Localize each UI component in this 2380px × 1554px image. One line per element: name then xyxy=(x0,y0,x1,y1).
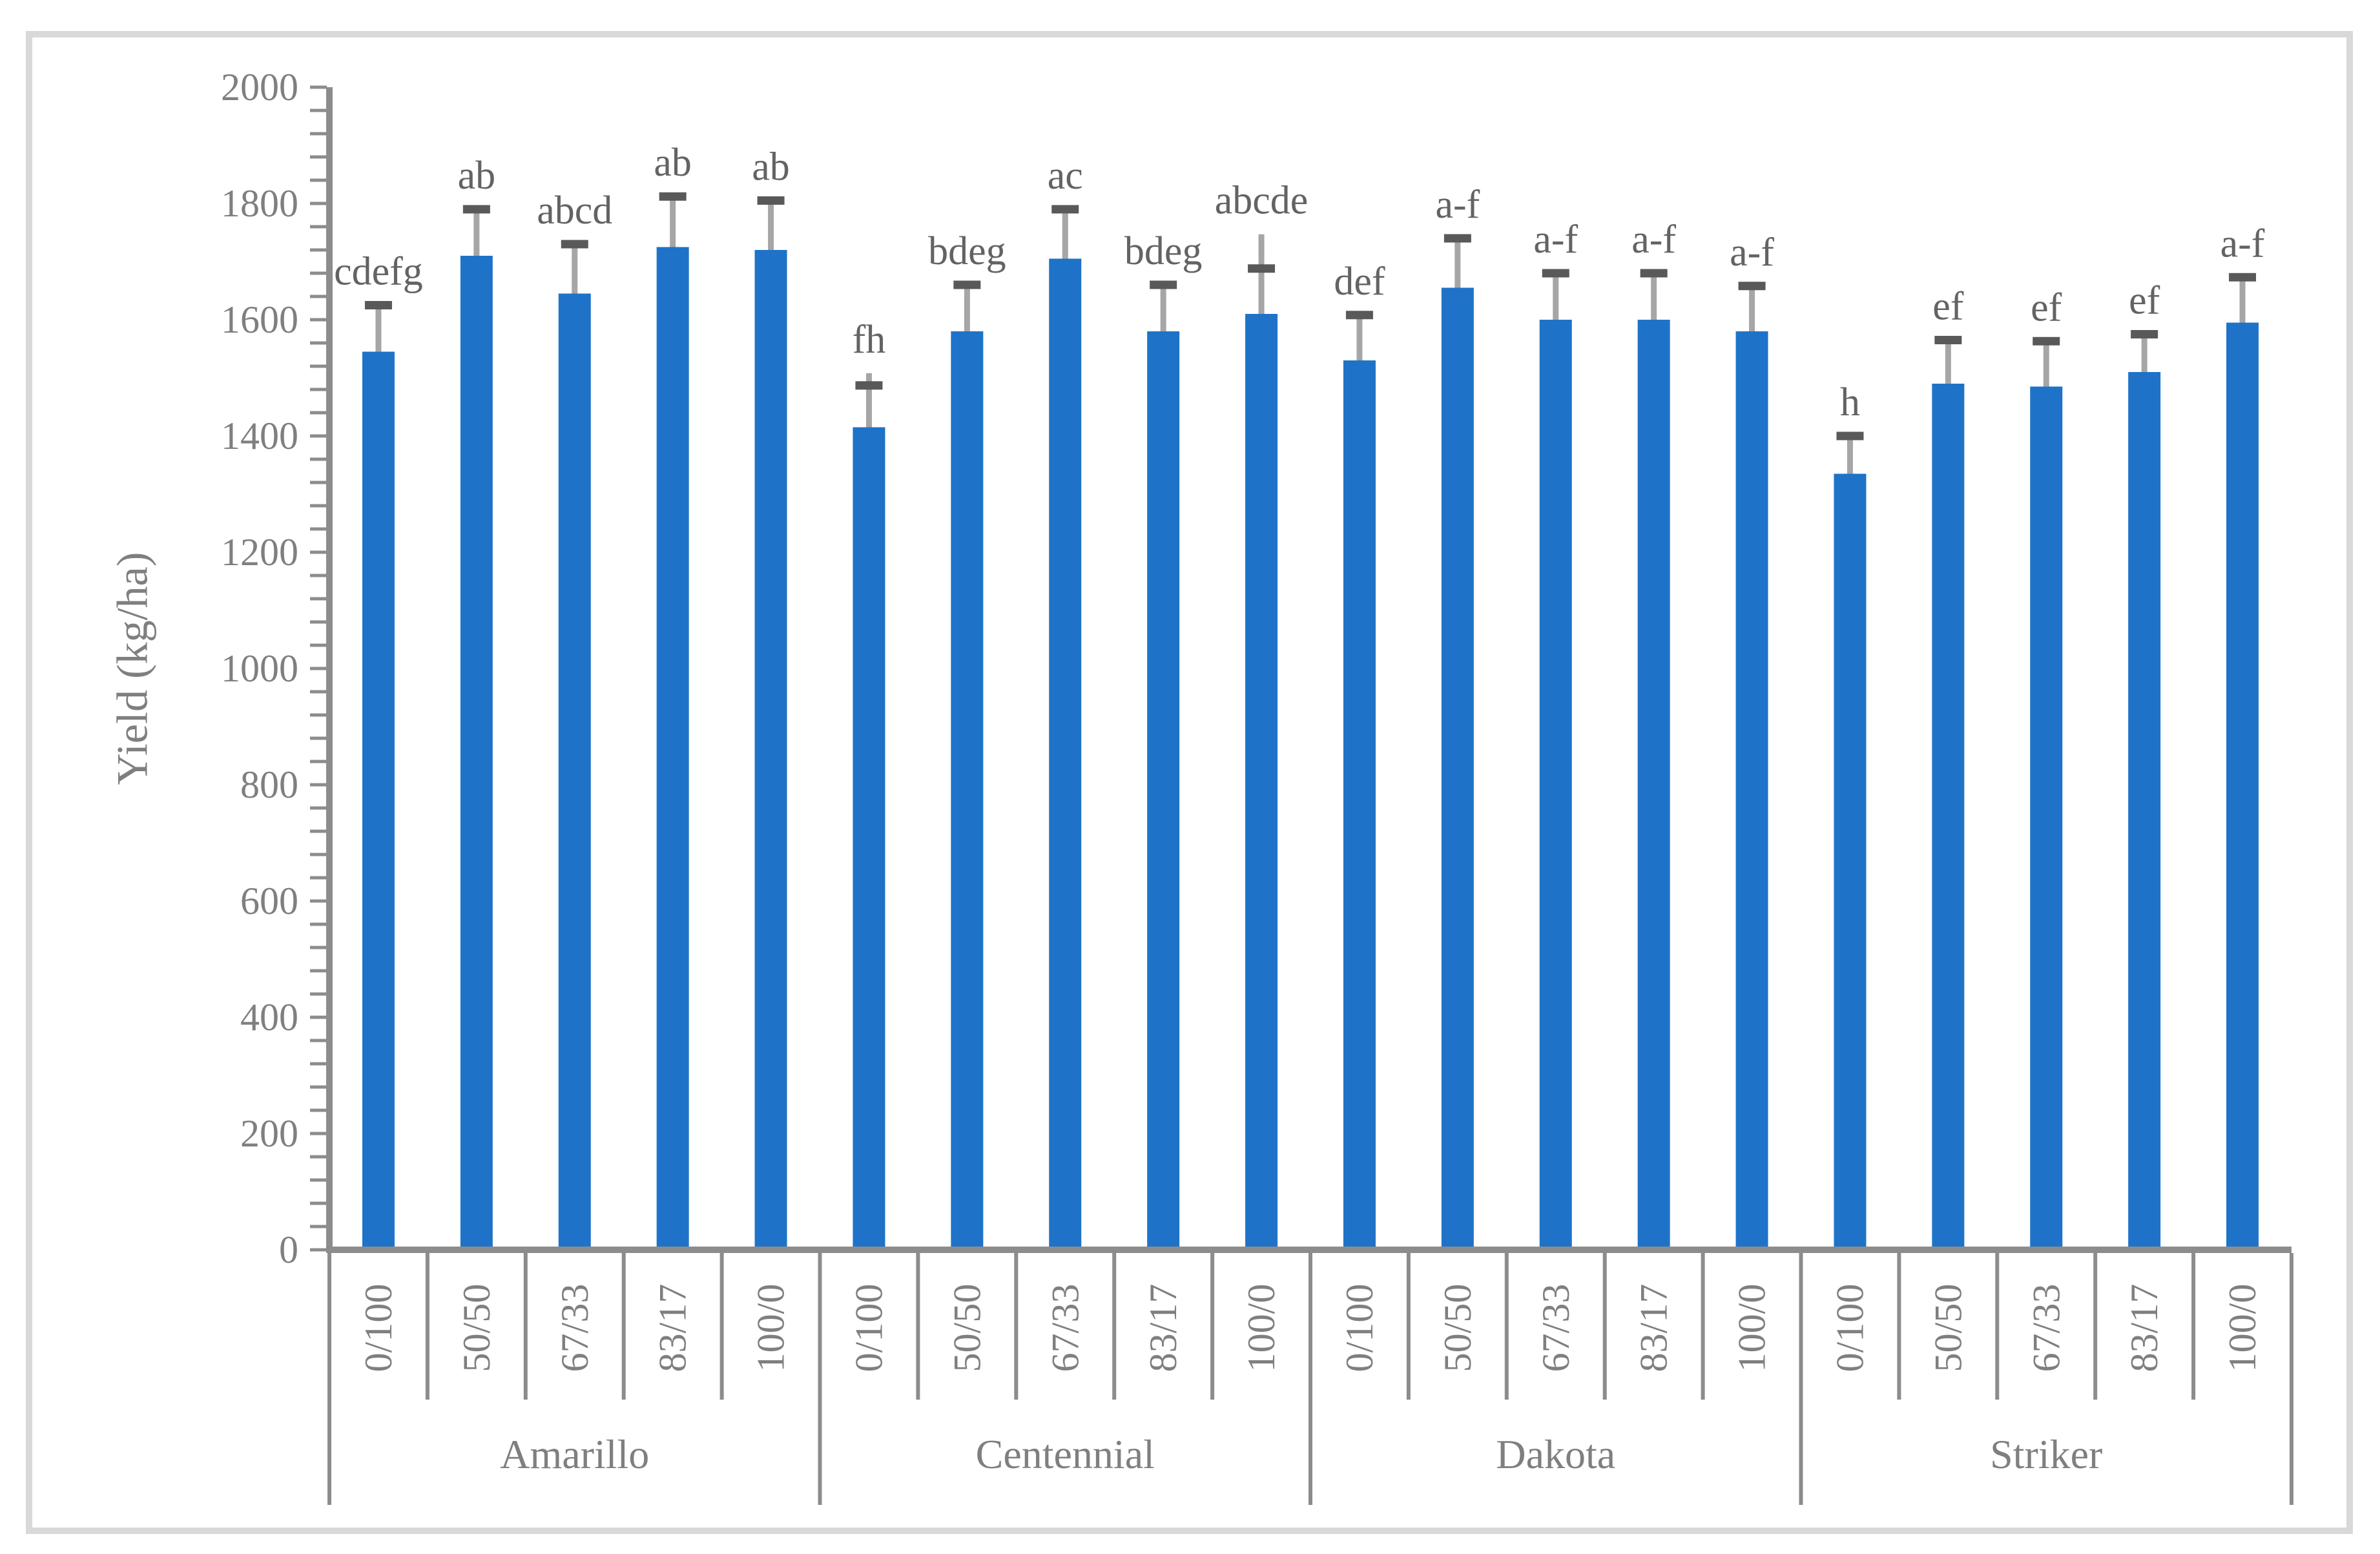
significance-letter: bdeg xyxy=(928,229,1006,273)
significance-letter: abcde xyxy=(1215,179,1309,223)
x-axis-treatment-label: 50/50 xyxy=(1436,1284,1479,1373)
x-axis-treatment-label: 100/0 xyxy=(2221,1284,2264,1373)
significance-letter: ef xyxy=(2031,285,2062,329)
significance-letter: bdeg xyxy=(1124,229,1203,273)
x-axis-treatment-label: 67/33 xyxy=(1535,1284,1577,1373)
x-axis-treatment-label: 0/100 xyxy=(1338,1284,1381,1373)
bar xyxy=(1539,320,1572,1250)
y-axis-tick-label: 1400 xyxy=(221,415,298,457)
y-axis-tick-label: 400 xyxy=(240,996,298,1039)
bar xyxy=(558,293,591,1250)
significance-letter: def xyxy=(1334,260,1385,304)
x-axis-treatment-label: 100/0 xyxy=(1240,1284,1283,1373)
y-axis-tick-label: 1000 xyxy=(221,647,298,690)
bar xyxy=(1441,287,1474,1250)
significance-letter: ef xyxy=(2129,279,2160,323)
x-axis-treatment-label: 67/33 xyxy=(1044,1284,1086,1373)
significance-letter: ab xyxy=(654,141,692,185)
x-axis-treatment-label: 83/17 xyxy=(652,1284,694,1373)
bar xyxy=(1343,360,1376,1250)
y-axis-tick-label: 1800 xyxy=(221,182,298,225)
x-axis-group-label: Striker xyxy=(1990,1431,2102,1477)
bar xyxy=(362,351,395,1250)
y-axis-tick-label: 2000 xyxy=(221,66,298,109)
figure-border xyxy=(26,31,2353,1534)
bar xyxy=(1147,331,1180,1250)
bar xyxy=(1735,331,1768,1250)
significance-letter: cdefg xyxy=(334,250,423,294)
significance-letter: a-f xyxy=(1435,183,1480,227)
x-axis-treatment-label: 100/0 xyxy=(750,1284,792,1373)
x-axis-treatment-label: 83/17 xyxy=(2123,1284,2166,1373)
significance-letter: a-f xyxy=(2220,222,2265,265)
y-axis-tick-label: 1200 xyxy=(221,531,298,574)
x-axis-treatment-label: 83/17 xyxy=(1142,1284,1185,1373)
significance-letter: a-f xyxy=(1730,231,1774,275)
y-axis-tick-label: 1600 xyxy=(221,298,298,341)
x-axis-treatment-label: 0/100 xyxy=(1828,1284,1871,1373)
bar xyxy=(2128,372,2161,1250)
bar xyxy=(1245,314,1278,1250)
y-axis-tick-label: 600 xyxy=(240,880,298,922)
significance-letter: ab xyxy=(458,154,496,198)
x-axis-treatment-label: 100/0 xyxy=(1731,1284,1774,1373)
x-axis-treatment-label: 50/50 xyxy=(946,1284,988,1373)
significance-letter: fh xyxy=(853,318,886,362)
y-axis-tick-label: 200 xyxy=(240,1112,298,1155)
significance-letter: a-f xyxy=(1631,218,1676,262)
x-axis-group-label: Dakota xyxy=(1496,1431,1615,1477)
bar xyxy=(1932,384,1965,1250)
significance-letter: h xyxy=(1840,380,1860,424)
x-axis-treatment-label: 0/100 xyxy=(847,1284,890,1373)
bar xyxy=(951,331,984,1250)
bar xyxy=(853,427,885,1250)
bar xyxy=(754,250,787,1250)
significance-letter: ab xyxy=(752,145,790,189)
significance-letter: ef xyxy=(1932,285,1964,329)
significance-letter: ac xyxy=(1048,154,1083,198)
y-axis-tick-label: 800 xyxy=(240,763,298,806)
x-axis-treatment-label: 67/33 xyxy=(2025,1284,2067,1373)
bar xyxy=(2226,322,2259,1250)
x-axis-group-label: Amarillo xyxy=(500,1431,649,1477)
y-axis-tick-label: 0 xyxy=(279,1228,298,1271)
bar xyxy=(1637,320,1670,1250)
x-axis-treatment-label: 50/50 xyxy=(1927,1284,1969,1373)
x-axis-treatment-label: 50/50 xyxy=(455,1284,498,1373)
x-axis-treatment-label: 83/17 xyxy=(1633,1284,1675,1373)
bar xyxy=(460,256,493,1250)
bar xyxy=(1834,473,1867,1250)
x-axis-group-label: Centennial xyxy=(976,1431,1155,1477)
bar xyxy=(656,247,689,1250)
significance-letter: a-f xyxy=(1533,218,1578,262)
x-axis-treatment-label: 67/33 xyxy=(554,1284,596,1373)
bar xyxy=(1049,258,1082,1250)
x-axis-treatment-label: 0/100 xyxy=(357,1284,400,1373)
significance-letter: abcd xyxy=(537,189,612,233)
bar xyxy=(2030,386,2063,1250)
